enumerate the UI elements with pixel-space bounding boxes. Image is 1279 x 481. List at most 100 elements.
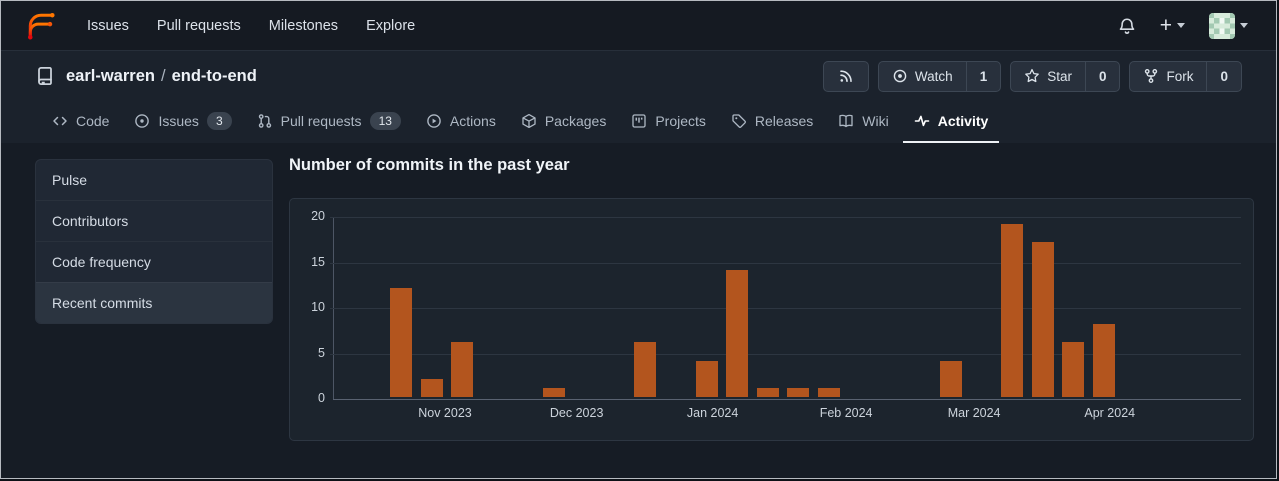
project-board-icon (632, 114, 646, 128)
repo-header: earl-warren / end-to-end Watch (1, 51, 1276, 143)
tab-activity[interactable]: Activity (902, 101, 1000, 143)
sidebar-item-code-frequency[interactable]: Code frequency (36, 241, 272, 282)
sidebar-item-pulse[interactable]: Pulse (52, 172, 88, 188)
y-axis-tick-label: 5 (318, 345, 325, 360)
tab-packages[interactable]: Packages (510, 101, 617, 143)
star-button-group: Star 0 (1010, 60, 1121, 92)
fork-label: Fork (1166, 68, 1194, 84)
avatar-identicon (1209, 12, 1235, 39)
commit-bar[interactable] (1001, 224, 1023, 397)
primary-nav: Issues Pull requests Milestones Explore (87, 18, 415, 34)
fork-button[interactable]: Fork (1130, 62, 1206, 91)
commit-bar[interactable] (817, 387, 840, 397)
nav-explore[interactable]: Explore (366, 17, 416, 34)
tab-projects[interactable]: Projects (620, 101, 717, 143)
rss-icon (840, 70, 852, 82)
pulse-icon (914, 115, 930, 127)
commit-bar[interactable] (1062, 342, 1085, 397)
eye-icon (893, 69, 907, 83)
y-axis-tick-label: 10 (311, 300, 325, 314)
fork-count[interactable]: 0 (1206, 61, 1241, 91)
pull-requests-count-badge: 13 (369, 111, 401, 131)
star-count[interactable]: 0 (1084, 61, 1120, 91)
y-axis-tick-label: 0 (318, 391, 325, 405)
nav-pull-requests[interactable]: Pull requests (156, 17, 241, 34)
tab-issues[interactable]: Issues 3 (123, 101, 242, 143)
tab-code[interactable]: Code (41, 101, 120, 143)
create-new-menu[interactable]: + (1160, 15, 1185, 36)
fork-button-group: Fork 0 (1129, 60, 1242, 92)
commit-bar[interactable] (634, 342, 657, 397)
tab-label: Pull requests (280, 113, 362, 129)
fork-icon (1145, 69, 1158, 84)
tab-label: Wiki (862, 113, 889, 129)
notifications-button[interactable] (1118, 17, 1136, 35)
sidebar-item-contributors[interactable]: Contributors (36, 200, 272, 241)
nav-milestones[interactable]: Milestones (268, 17, 339, 34)
repo-actions: Watch 1 Star 0 (822, 60, 1242, 92)
commit-bar[interactable] (451, 342, 474, 397)
x-axis-month-label: Dec 2023 (549, 406, 604, 420)
commits-chart-panel: 0 5 10 15 20 Nov 2023 Dec 2023 Jan 2024 Feb 2024… (289, 198, 1254, 441)
top-navbar: Issues Pull requests Milestones Explore … (1, 1, 1276, 51)
commit-bar[interactable] (542, 387, 565, 397)
tab-label: Packages (544, 113, 607, 129)
user-menu[interactable] (1209, 12, 1248, 39)
commit-bar[interactable] (695, 360, 718, 397)
y-axis-tick-label: 20 (311, 209, 325, 223)
navbar-right: + (1118, 12, 1248, 39)
commit-bar[interactable] (939, 360, 962, 397)
gridline (330, 262, 1241, 264)
star-button[interactable]: Star (1011, 62, 1085, 91)
commit-bar[interactable] (420, 378, 443, 397)
page-title: Number of commits in the past year (289, 156, 570, 174)
bell-icon (1119, 17, 1135, 34)
commit-bar[interactable] (1031, 242, 1054, 397)
x-axis-line (333, 399, 1241, 400)
tab-releases[interactable]: Releases (720, 101, 824, 143)
repo-book-icon (35, 66, 55, 86)
tab-label: Actions (449, 113, 496, 129)
sidebar-item-recent-commits[interactable]: Recent commits (36, 282, 272, 323)
chevron-down-icon (1177, 23, 1185, 28)
repo-tabs: Code Issues 3 Pull requests 13 (1, 101, 1276, 143)
commits-chart-plot: 0 5 10 15 20 Nov 2023 Dec 2023 Jan 2024 Feb 2024… (290, 199, 1253, 440)
package-icon (522, 113, 536, 129)
x-axis-month-label: Apr 2024 (1084, 406, 1136, 420)
x-axis-month-label: Nov 2023 (418, 406, 472, 420)
plus-icon: + (1159, 14, 1172, 37)
star-icon (1025, 68, 1040, 83)
git-pull-request-icon (258, 114, 271, 128)
watch-label: Watch (914, 68, 953, 84)
watch-button[interactable]: Watch (879, 62, 966, 91)
gridline (330, 308, 1241, 309)
watch-count[interactable]: 1 (965, 61, 1001, 91)
tag-icon (732, 114, 746, 128)
nav-issues[interactable]: Issues (87, 17, 129, 34)
rss-feed-button[interactable] (822, 60, 869, 92)
tab-label: Activity (937, 113, 989, 129)
x-axis-month-label: Feb 2024 (819, 406, 873, 420)
play-circle-icon (427, 114, 441, 128)
repo-owner-link[interactable]: earl-warren (66, 66, 155, 85)
tab-actions[interactable]: Actions (415, 101, 507, 143)
tab-pull-requests[interactable]: Pull requests 13 (246, 101, 412, 143)
activity-content: Pulse Contributors Code frequency Recent… (1, 143, 1276, 478)
issues-count-badge: 3 (206, 111, 232, 131)
code-icon (53, 116, 67, 126)
tab-wiki[interactable]: Wiki (827, 101, 899, 143)
commit-bar[interactable] (726, 269, 749, 397)
commit-bar[interactable] (1092, 324, 1115, 397)
forgejo-logo[interactable] (27, 11, 57, 41)
repo-title-separator: / (160, 66, 166, 85)
commit-bar[interactable] (756, 387, 779, 397)
repo-title-row: earl-warren / end-to-end Watch (1, 51, 1276, 101)
star-label: Star (1047, 68, 1072, 84)
commit-bar[interactable] (390, 287, 412, 397)
repo-name-link[interactable]: end-to-end (171, 66, 257, 85)
gridline (330, 217, 1241, 218)
repo-title: earl-warren / end-to-end (66, 67, 257, 86)
commit-bar[interactable] (787, 387, 810, 397)
tab-label: Releases (754, 113, 814, 129)
